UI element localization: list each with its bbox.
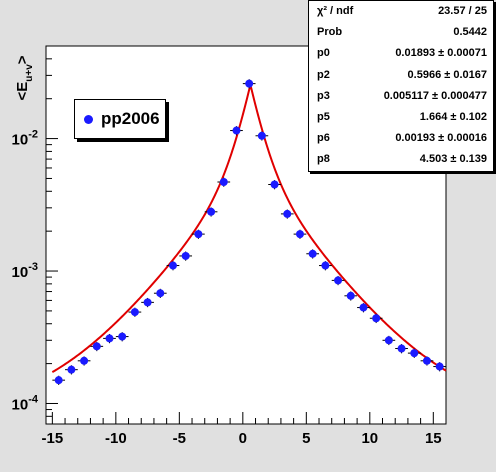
data-point <box>257 131 266 140</box>
stats-row: p2 0.5966 ± 0.0167 <box>309 65 493 87</box>
x-tick-label: -5 <box>173 430 186 447</box>
data-point <box>346 291 355 300</box>
data-point <box>54 376 63 385</box>
data-point <box>143 298 152 307</box>
data-point <box>422 356 431 365</box>
y-tick-label: 10-4 <box>12 393 39 413</box>
stats-value: 23.57 / 25 <box>438 5 487 17</box>
y-tick-exponent: -3 <box>28 261 38 273</box>
x-tick-label: -15 <box>42 430 64 447</box>
stats-row: p8 4.503 ± 0.139 <box>309 149 493 171</box>
stats-key: χ² / ndf <box>317 5 354 17</box>
x-tick-label: 15 <box>425 430 442 447</box>
stats-value: 0.005117 ± 0.000477 <box>383 89 487 102</box>
data-point <box>207 207 216 216</box>
stats-key: p5 <box>317 111 330 123</box>
data-point <box>130 308 139 317</box>
data-point <box>105 334 114 343</box>
data-point <box>156 289 165 298</box>
y-tick-label: 10-2 <box>12 129 38 149</box>
data-point <box>435 362 444 371</box>
stats-row: p6 0.00193 ± 0.00016 <box>309 128 493 150</box>
y-tick-exponent: -2 <box>28 129 38 141</box>
x-tick-label: 0 <box>239 430 247 447</box>
y-tick-exponent: -4 <box>28 393 39 405</box>
stats-value: 4.503 ± 0.139 <box>419 153 487 166</box>
stats-value: 1.664 ± 0.102 <box>419 111 487 123</box>
stats-key: p2 <box>317 68 330 81</box>
data-point <box>245 79 254 88</box>
data-point <box>67 365 76 374</box>
stats-key: Prob <box>317 26 343 39</box>
data-point <box>80 356 89 365</box>
x-tick-label: 10 <box>361 430 378 447</box>
stats-value: 0.5442 <box>453 26 487 39</box>
y-tick-base: 10 <box>12 132 29 149</box>
stats-row: χ² / ndf 23.57 / 25 <box>309 1 493 23</box>
data-point <box>321 261 330 270</box>
legend: pp2006 <box>74 99 166 139</box>
data-point <box>232 126 241 135</box>
data-point <box>219 178 228 187</box>
data-point <box>283 209 292 218</box>
stats-key: p6 <box>317 132 330 145</box>
data-point <box>334 276 343 285</box>
legend-marker <box>84 114 93 124</box>
stats-key: p0 <box>317 47 330 60</box>
stats-row: Prob 0.5442 <box>309 22 493 44</box>
legend-label: pp2006 <box>101 109 160 128</box>
data-point <box>359 303 368 312</box>
svg-text:<Eu+v>: <Eu+v> <box>14 55 35 100</box>
data-point <box>372 314 381 323</box>
stats-value: 0.5966 ± 0.0167 <box>407 68 487 81</box>
stats-row: p0 0.01893 ± 0.00071 <box>309 43 493 65</box>
y-tick-base: 10 <box>12 264 29 281</box>
stats-key: p3 <box>317 89 330 102</box>
stats-row: p3 0.005117 ± 0.000477 <box>309 86 493 108</box>
data-point <box>308 249 317 258</box>
data-point <box>270 180 279 189</box>
y-axis-label-close: > <box>14 55 31 64</box>
data-point <box>168 261 177 270</box>
data-point <box>92 342 101 351</box>
stats-value: 0.00193 ± 0.00016 <box>395 132 487 145</box>
x-tick-label: 5 <box>302 430 310 447</box>
y-tick-base: 10 <box>12 396 29 413</box>
data-point <box>194 230 203 239</box>
fit-stats-box: χ² / ndf 23.57 / 25 Prob 0.5442 p0 0.01893 ± … <box>308 0 494 172</box>
stats-key: p8 <box>317 153 330 166</box>
y-axis-label-main: <E <box>14 82 31 101</box>
data-point <box>384 336 393 345</box>
x-tick-label: -10 <box>105 430 127 447</box>
stats-value: 0.01893 ± 0.00071 <box>395 47 487 60</box>
data-point <box>397 344 406 353</box>
y-axis-label: <Eu+v> <box>14 55 35 100</box>
y-tick-label: 10-3 <box>12 261 38 281</box>
y-axis-label-subscript: u+v <box>24 64 35 82</box>
data-point <box>410 349 419 358</box>
data-point <box>118 332 127 341</box>
data-point <box>181 251 190 260</box>
data-point <box>295 230 304 239</box>
stats-row: p5 1.664 ± 0.102 <box>309 107 493 129</box>
data-points <box>52 79 446 385</box>
